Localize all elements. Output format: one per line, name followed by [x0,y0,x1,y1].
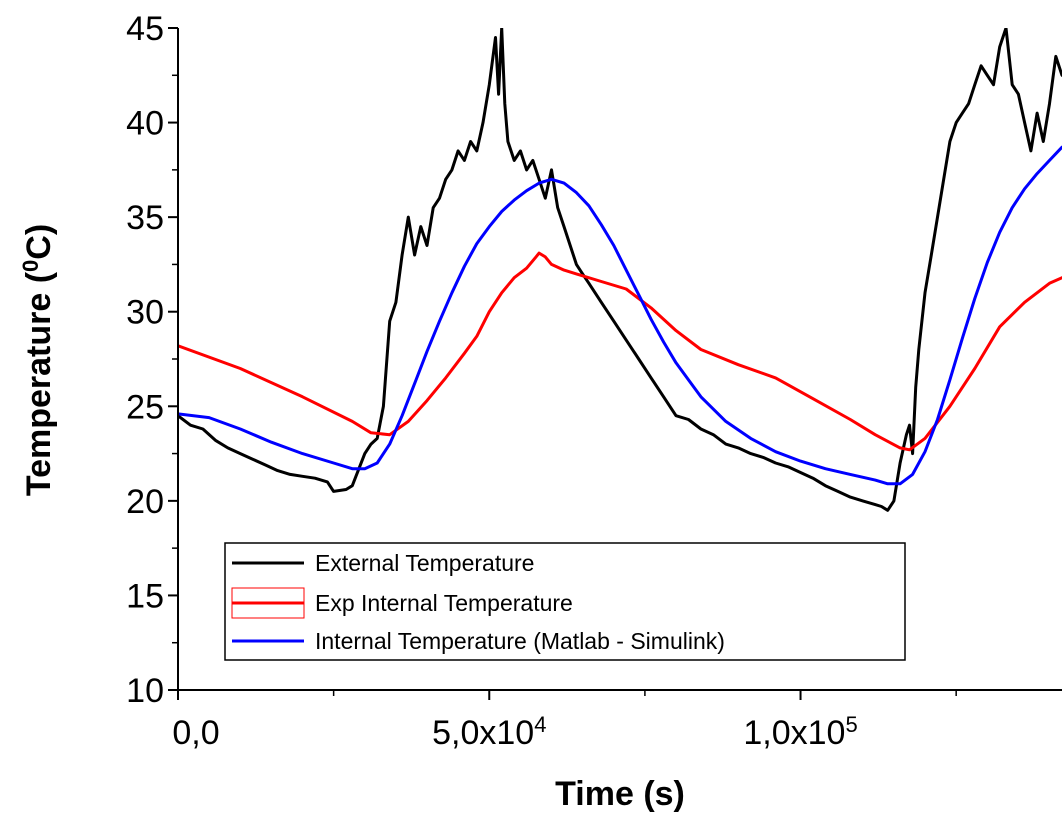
x-axis-title: Time (s) [555,775,685,813]
y-axis-title-superscript: 0 [18,260,43,272]
y-tick-label: 35 [126,199,164,237]
x-tick-label: 5,0x104 [432,712,546,753]
y-axis-title: Temperature (0C) [18,224,59,496]
legend-box [224,542,906,661]
y-axis-title-unit: C) [20,224,58,260]
axis-ticks: 10 15 20 25 30 35 40 45 0,0 5,0x104 1,0x105 [126,10,957,753]
y-tick-label: 15 [126,577,164,615]
series-line-simulink [178,145,1062,486]
legend-label-external: External Temperature [315,550,534,576]
x-tick-label: 1,0x105 [743,712,857,753]
series-line-exp-internal [178,251,1062,452]
series-layer [178,28,1062,512]
y-tick-label: 20 [126,483,164,521]
x-tick-label: 0,0 [172,714,219,752]
legend-label-exp: Exp Internal Temperature [315,590,573,616]
y-axis-title-main: Temperature ( [20,271,58,496]
y-tick-label: 45 [126,10,164,48]
y-tick-label: 40 [126,105,164,143]
y-tick-label: 30 [126,294,164,332]
series-line-external [178,28,1062,512]
legend: External Temperature Exp Internal Temper… [224,542,906,661]
y-tick-label: 10 [126,672,164,710]
legend-label-simulink: Internal Temperature (Matlab - Simulink) [315,628,725,654]
y-tick-label: 25 [126,388,164,426]
